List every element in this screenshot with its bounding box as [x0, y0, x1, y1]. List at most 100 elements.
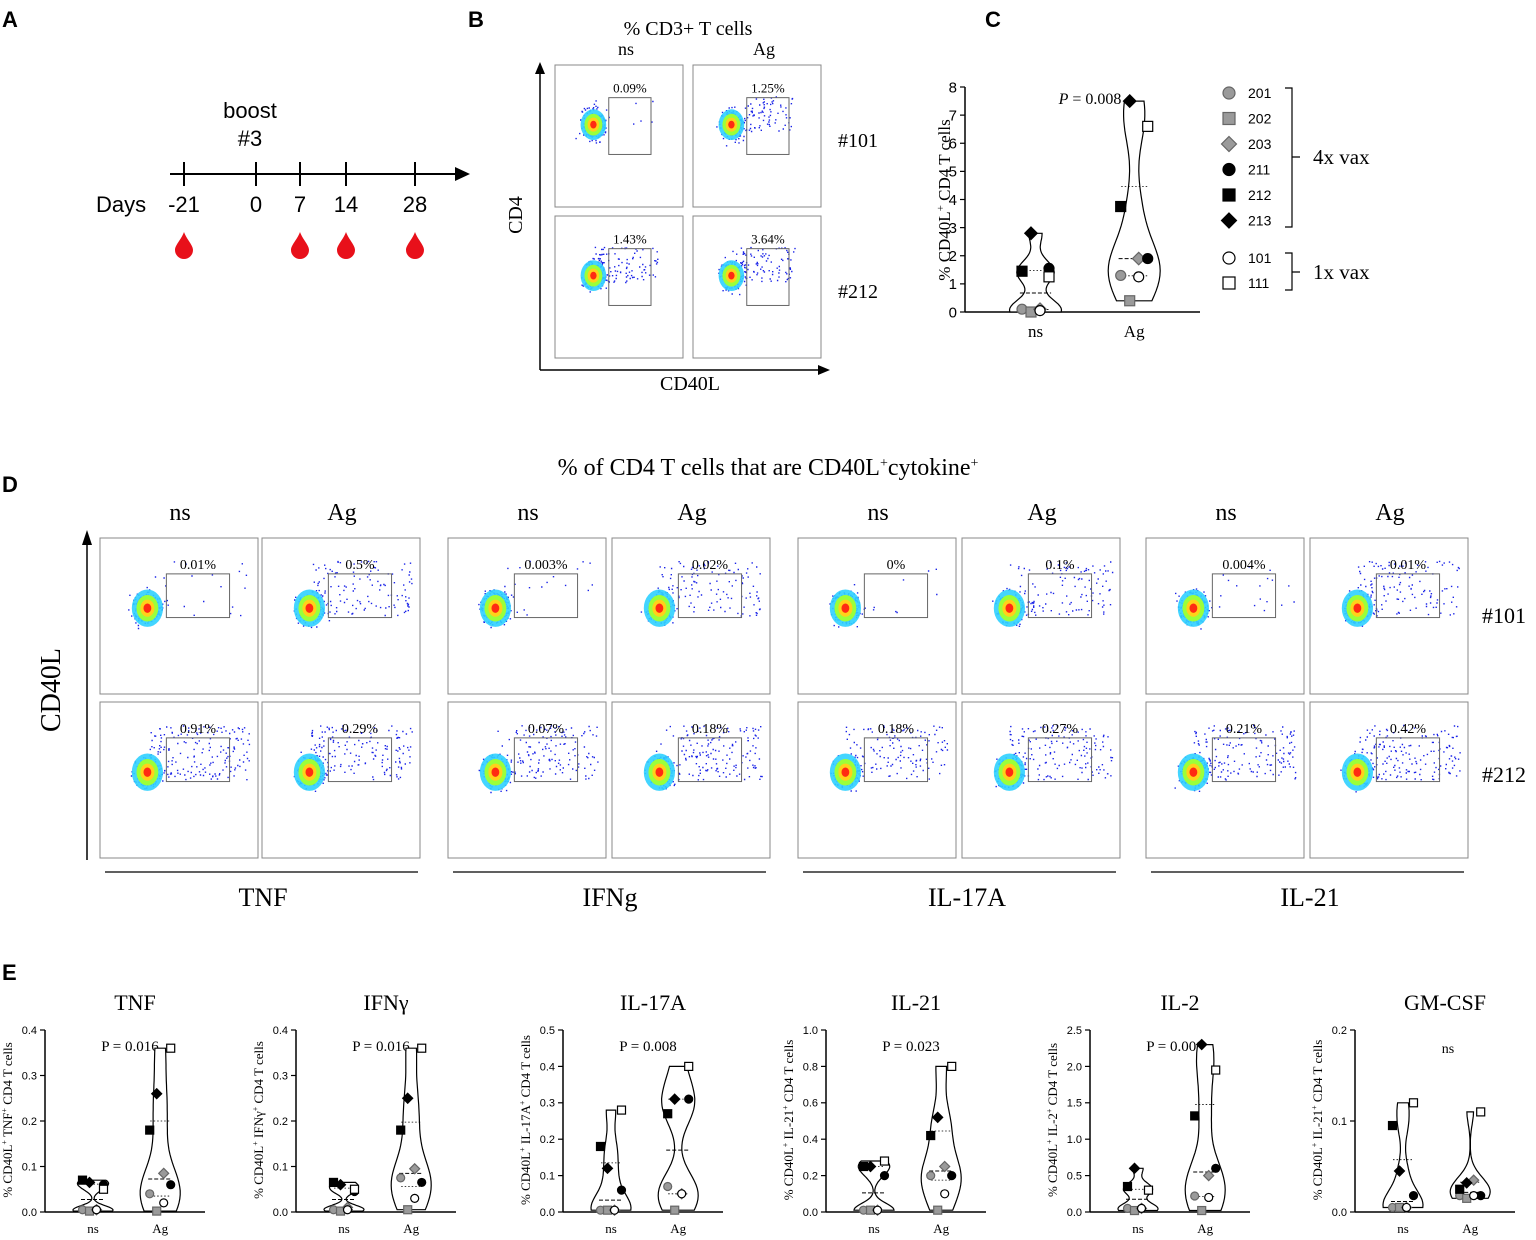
y-tick-label: 0.2 [273, 1116, 288, 1128]
gate-box [327, 737, 393, 783]
plot-frame [1309, 701, 1469, 859]
panel-label-c: C [985, 7, 1001, 32]
gate-box [1375, 573, 1441, 619]
y-tick-label: 0 [949, 304, 957, 321]
panel-e-ylabel: % CD40L+ IL-21+ CD4 T cells [1310, 1040, 1325, 1201]
data-point-111 [1142, 120, 1154, 132]
density-contour [728, 120, 735, 129]
legend-marker-213 [1220, 212, 1238, 229]
data-point-211 [684, 1094, 694, 1104]
plot-frame [692, 215, 822, 359]
data-point-203 [938, 1160, 951, 1173]
panel-e-chart-5: GM-CSF ns % CD40L+ IL-21+ CD4 T cells 0.0 0.… [1310, 990, 1515, 1236]
y-tick-label: 0.0 [1067, 1207, 1082, 1219]
gate-percent: 0.003% [524, 558, 568, 573]
density-contour [491, 767, 500, 777]
panel-d-col-label: Ag [1027, 500, 1056, 526]
x-category-label: Ag [1462, 1221, 1478, 1236]
data-point-101 [1204, 1192, 1214, 1203]
days-label: Days [96, 192, 146, 217]
gate-percent: 0% [887, 558, 906, 573]
data-point-202 [1197, 1205, 1207, 1216]
data-point-101 [1469, 1191, 1479, 1201]
flow-plot-b-0-0: 0.09% [554, 64, 684, 208]
density-contour [590, 120, 597, 129]
panel-e-title: IL-17A [620, 990, 686, 1015]
panel-label-e: E [2, 960, 17, 985]
data-point-111 [879, 1156, 890, 1166]
y-tick-label: 0.2 [803, 1170, 818, 1182]
legend-bracket-4x [1285, 87, 1300, 228]
panel-b-col-ag: Ag [753, 39, 775, 59]
panel-b-col-ns: ns [618, 39, 634, 59]
data-point-202 [152, 1206, 162, 1216]
x-category-label: ns [868, 1221, 880, 1236]
data-point-201 [145, 1189, 155, 1199]
y-tick-label: 1.0 [1067, 1134, 1082, 1146]
flow-plot-d-1-6: 0.21% [1145, 701, 1305, 859]
panel-e-chart-0: TNF P = 0.016 % CD40L+ TNF+ CD4 T cells 0.0… [0, 990, 205, 1236]
data-point-213 [668, 1093, 681, 1106]
flow-plot-b-1-0: 1.43% [554, 215, 684, 359]
x-category-label: ns [1028, 322, 1043, 341]
flow-plot-d-1-2: 0.07% [447, 701, 607, 859]
data-point-111 [98, 1184, 109, 1194]
data-point-111 [1211, 1065, 1221, 1075]
x-category-label: Ag [1124, 322, 1145, 341]
data-point-211 [166, 1180, 176, 1190]
flow-plot-d-0-7: 0.01% [1309, 537, 1469, 695]
panel-d-col-label: ns [169, 500, 190, 526]
gate-box [513, 573, 579, 619]
data-point-111 [166, 1043, 176, 1053]
panel-e-pvalue: P = 0.016 [101, 1039, 159, 1055]
density-contour [1189, 603, 1198, 613]
gate-box [513, 737, 579, 783]
data-point-101 [609, 1205, 620, 1215]
plot-frame [797, 701, 957, 859]
x-category-label: Ag [933, 1221, 949, 1236]
data-point-101 [1133, 271, 1145, 283]
violin-shape [390, 1047, 432, 1211]
data-point-213 [401, 1092, 414, 1105]
flow-plot-d-0-2: 0.003% [447, 537, 607, 695]
gate-box [746, 97, 790, 155]
y-tick-label: 0.2 [540, 1134, 555, 1146]
y-tick-label: 0.4 [273, 1025, 288, 1037]
y-tick-label: 0.1 [273, 1161, 288, 1173]
data-point-212 [145, 1125, 155, 1135]
panel-d-flow: % of CD4 T cells that are CD40L+cytokine… [36, 455, 1526, 912]
flow-plot-d-1-1: 0.29% [261, 701, 421, 859]
plot-frame [554, 215, 684, 359]
panel-e-title: IL-21 [891, 990, 941, 1015]
data-point-213 [931, 1111, 944, 1124]
gate-box [165, 573, 231, 619]
flow-plot-d-1-7: 0.42% [1309, 701, 1469, 859]
panel-b-y-arrow [535, 62, 545, 74]
panel-b-row-212: #212 [838, 281, 878, 303]
data-point-111 [616, 1105, 627, 1115]
x-category-label: Ag [670, 1221, 686, 1236]
data-point-111 [1476, 1107, 1486, 1117]
y-tick-label: 0.4 [540, 1061, 555, 1073]
legend-label-211: 211 [1248, 162, 1271, 178]
data-point-202 [933, 1205, 943, 1215]
panel-e-pvalue: P = 0.023 [882, 1039, 940, 1055]
panel-d-col-label: Ag [327, 500, 356, 526]
data-point-213 [83, 1176, 96, 1189]
legend-label-203: 203 [1248, 136, 1272, 152]
density-contour [841, 603, 850, 613]
y-tick-label: 7 [949, 107, 957, 124]
panel-d-col-label: Ag [1375, 500, 1404, 526]
gate-percent: 0.07% [528, 722, 565, 737]
boost-number: #3 [238, 126, 262, 151]
day-label-2: 7 [294, 192, 306, 217]
plot-frame [99, 537, 259, 695]
data-point-212 [1115, 200, 1127, 213]
data-point-201 [663, 1181, 673, 1192]
density-contour [143, 767, 152, 777]
data-point-213 [334, 1178, 347, 1191]
y-tick-label: 1.0 [803, 1025, 818, 1037]
gate-box [1211, 737, 1277, 783]
data-point-213 [1128, 1162, 1141, 1175]
data-point-212 [1122, 1181, 1133, 1192]
